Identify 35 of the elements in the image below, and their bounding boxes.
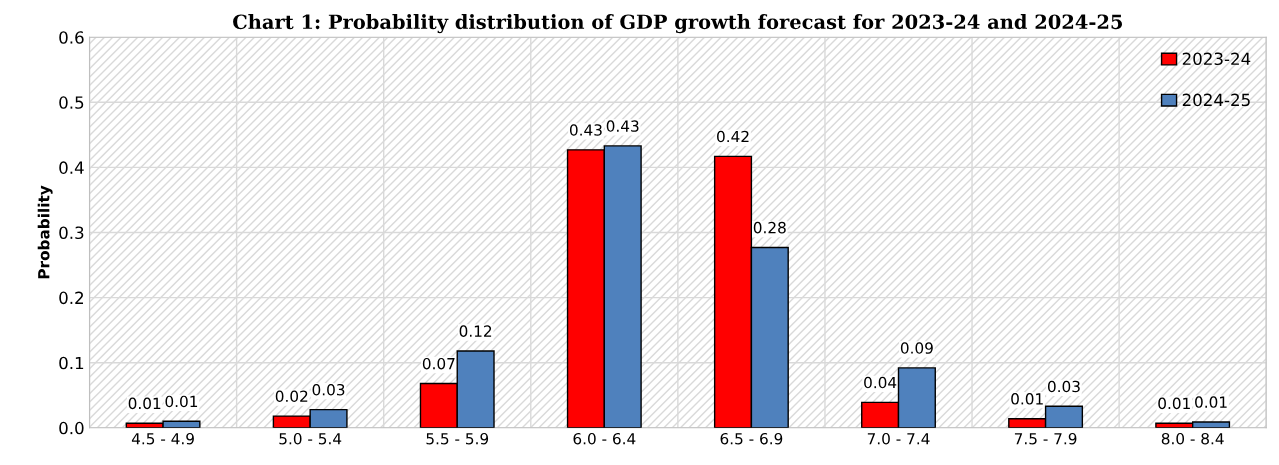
y-tick-label: 0.3	[59, 226, 84, 240]
y-tick-label: 0.5	[59, 96, 84, 109]
x-tick-label: 7.0 - 7.4	[867, 432, 930, 445]
data-label: 0.09	[900, 342, 933, 354]
data-label: 0.07	[422, 357, 455, 370]
y-tick-label: 0.4	[59, 161, 84, 174]
x-tick-label: 6.0 - 6.4	[573, 432, 636, 445]
data-label: 0.01	[1195, 396, 1227, 408]
y-tick-label: 0.2	[59, 291, 83, 305]
data-label: 0.01	[1011, 393, 1043, 405]
x-tick-label: 4.5 - 4.9	[131, 432, 194, 445]
data-label: 0.01	[165, 395, 198, 408]
x-tick-label: 8.0 - 8.4	[1161, 432, 1224, 445]
data-label: 0.01	[1158, 397, 1190, 410]
y-axis-title: Probability	[37, 185, 53, 279]
data-label: 0.03	[312, 383, 345, 396]
y-tick-label: 0.6	[59, 31, 84, 44]
data-label: 0.43	[569, 124, 602, 136]
x-tick-label: 5.0 - 5.4	[279, 432, 342, 445]
x-tick-label: 6.5 - 6.9	[720, 432, 783, 445]
x-tick-label: 7.5 - 7.9	[1014, 432, 1077, 445]
legend-label: 2023-24	[1182, 52, 1251, 66]
x-tick-label: 5.5 - 5.9	[426, 432, 489, 445]
data-label: 0.03	[1047, 380, 1080, 393]
legend-label: 2024-25	[1182, 93, 1250, 107]
y-tick-label: 0.0	[59, 421, 84, 435]
data-label: 0.02	[275, 390, 308, 403]
data-label: 0.28	[753, 221, 786, 234]
data-label: 0.01	[128, 397, 161, 410]
data-label: 0.43	[606, 120, 639, 132]
data-label: 0.04	[864, 376, 897, 389]
data-label: 0.42	[717, 130, 749, 143]
y-tick-label: 0.1	[59, 356, 84, 370]
data-label: 0.12	[459, 325, 492, 337]
chart-title: Chart 1: Probability distribution of GDP growth forecast for 2023-24 and 2024-25	[233, 14, 1123, 34]
